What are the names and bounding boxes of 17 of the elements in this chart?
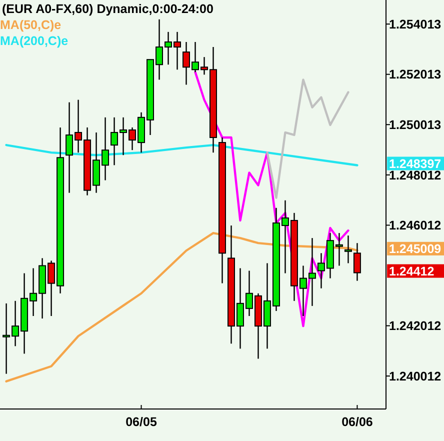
y-tick-label: 1.250013 (389, 118, 442, 132)
y-tick-label: 1.246012 (389, 218, 442, 233)
annotation: 1.24412 (389, 264, 434, 278)
y-tick-label: 1.240012 (389, 369, 442, 384)
text: MA(200,C)e (0, 34, 68, 48)
chart-title: (EUR A0-FX,60) Dynamic,0:00-24:00 (2, 2, 214, 16)
candlestick (353, 242, 361, 282)
x-tick-label: 06/05 (126, 415, 157, 429)
y-tick-label: 1.248012 (389, 168, 442, 182)
annotation: 1.248397 (389, 156, 442, 171)
y-tick-label: 1.254013 (389, 17, 442, 32)
y-tick-label: 1.242012 (389, 319, 442, 334)
y-tick-label: 1.252013 (389, 68, 442, 82)
candlestick (344, 234, 352, 264)
annotation: 1.245009 (389, 242, 442, 256)
text: MA(50,C)e (0, 18, 62, 32)
x-tick-label: 06/06 (342, 415, 373, 429)
